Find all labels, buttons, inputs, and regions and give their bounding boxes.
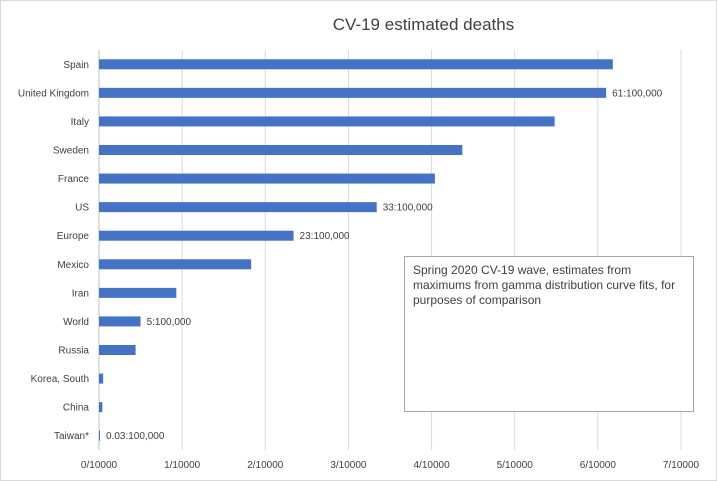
bar bbox=[99, 345, 136, 355]
bar bbox=[99, 202, 377, 213]
x-tick-label: 0/10000 bbox=[81, 460, 118, 471]
x-tick-label: 1/10000 bbox=[164, 460, 201, 471]
category-label: Europe bbox=[57, 231, 90, 242]
x-tick-label: 5/10000 bbox=[497, 460, 534, 471]
bar bbox=[99, 145, 463, 155]
x-tick-label: 3/10000 bbox=[330, 460, 367, 471]
category-label: Italy bbox=[71, 117, 89, 128]
bar bbox=[99, 402, 103, 413]
data-label: 0.03:100,000 bbox=[106, 431, 165, 442]
category-label: World bbox=[63, 317, 89, 328]
x-tick-label: 6/10000 bbox=[580, 460, 617, 471]
category-label: Sweden bbox=[53, 146, 89, 157]
bar bbox=[99, 373, 104, 384]
data-label: 61:100,000 bbox=[612, 88, 662, 99]
category-label: China bbox=[63, 403, 90, 414]
category-label: US bbox=[75, 203, 89, 214]
category-label: France bbox=[58, 174, 90, 185]
category-label: Mexico bbox=[57, 260, 89, 271]
data-label: 5:100,000 bbox=[147, 317, 192, 328]
bar bbox=[99, 230, 294, 241]
x-tick-label: 7/10000 bbox=[663, 460, 700, 471]
bar bbox=[99, 259, 252, 270]
bar bbox=[99, 287, 177, 298]
data-label: 23:100,000 bbox=[300, 231, 350, 242]
bar bbox=[99, 173, 435, 184]
bar bbox=[99, 87, 607, 98]
category-label: Taiwan* bbox=[54, 431, 89, 442]
bar bbox=[99, 430, 100, 441]
category-label: Spain bbox=[63, 60, 89, 71]
category-label: Russia bbox=[58, 346, 89, 357]
bar bbox=[99, 116, 555, 127]
data-label: 33:100,000 bbox=[383, 203, 433, 214]
category-label: United Kingdom bbox=[18, 88, 89, 99]
category-label: Iran bbox=[72, 288, 89, 299]
x-tick-label: 4/10000 bbox=[413, 460, 450, 471]
category-label: Korea, South bbox=[31, 374, 89, 385]
bar bbox=[99, 316, 141, 327]
bar bbox=[99, 59, 613, 70]
annotation-box: Spring 2020 CV-19 wave, estimates from m… bbox=[404, 256, 694, 412]
x-tick-label: 2/10000 bbox=[247, 460, 284, 471]
chart-title: CV-19 estimated deaths bbox=[332, 15, 515, 34]
